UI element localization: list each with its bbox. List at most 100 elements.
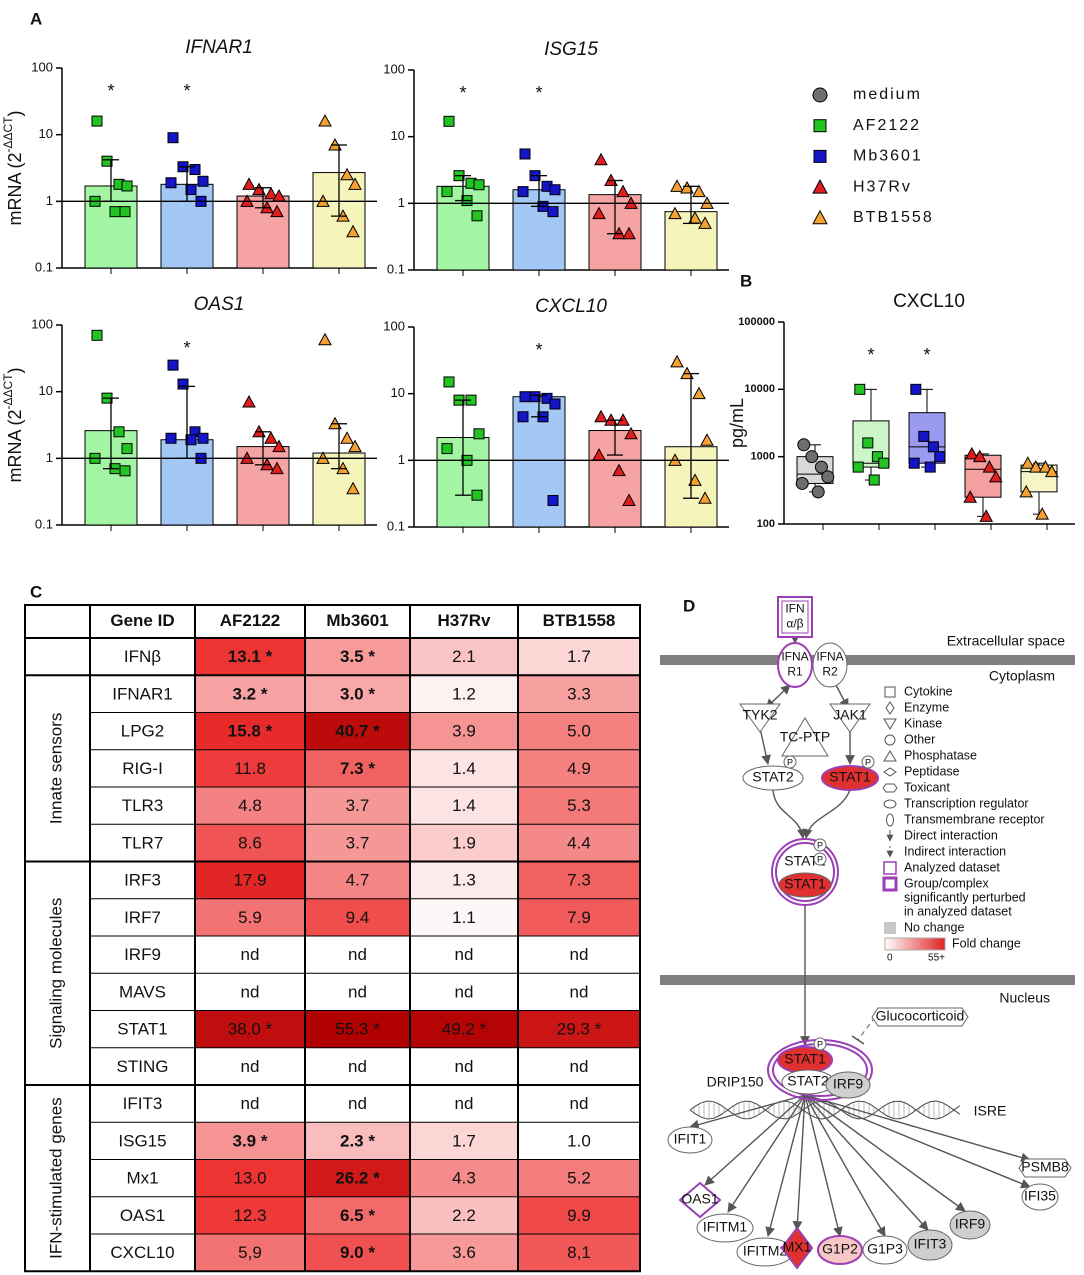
node-label: STAT1 [784, 876, 826, 892]
node-label: IRF9 [955, 1216, 986, 1232]
legend-label: Transcription regulator [904, 796, 1029, 810]
table-value: 3.9 * [233, 1131, 268, 1150]
data-point [177, 378, 189, 390]
data-point [668, 206, 682, 220]
legend-marker [812, 209, 828, 225]
table-value: 3.6 [452, 1243, 476, 1262]
legend-label: Fold change [952, 936, 1021, 950]
data-point [871, 451, 883, 463]
data-point [264, 431, 278, 444]
data-point [272, 439, 286, 453]
node-label: IFIT1 [674, 1131, 707, 1147]
data-point [1038, 460, 1053, 473]
node-label: STAT1 [829, 769, 871, 785]
data-point [348, 177, 362, 190]
legend-label: Group/complex [904, 876, 990, 890]
edge [804, 1094, 1031, 1163]
gene-id: IFNAR1 [112, 684, 172, 703]
table-header: BTB1558 [543, 611, 616, 630]
table-cell [410, 675, 518, 713]
y-tick-label: 100 [757, 518, 775, 530]
edge [804, 1094, 886, 1237]
data-point [189, 164, 201, 176]
table-value: 7.9 [567, 908, 591, 927]
table-value: 3.9 [452, 722, 476, 741]
table-header: H37Rv [438, 611, 491, 630]
phospho-label: P [865, 757, 871, 767]
table-cell [410, 712, 518, 750]
table-value: 8,1 [567, 1243, 591, 1262]
table-value: 9.0 * [340, 1243, 375, 1262]
data-point [680, 180, 694, 194]
legend-label: Enzyme [904, 700, 949, 714]
data-point [918, 430, 930, 442]
group-label: IFN-stimulated genes [46, 1097, 65, 1259]
table-cell [410, 1234, 518, 1272]
y-axis-label-sup: -ΔΔCT [1, 373, 15, 410]
table-value: 3.2 * [233, 684, 268, 703]
legend-symbol [884, 937, 946, 951]
table-value: 3.0 * [340, 684, 375, 703]
table-cell [305, 1159, 410, 1197]
data-point [692, 184, 706, 198]
significance: * [183, 81, 190, 101]
legend-symbol [884, 922, 896, 934]
data-point [119, 206, 131, 218]
legend-symbol [883, 799, 897, 809]
data-point [1019, 484, 1034, 498]
y-tick-label: 1 [398, 195, 405, 210]
edge [804, 1094, 1031, 1189]
data-point [270, 204, 284, 218]
table-cell [410, 861, 518, 899]
table-value: nd [241, 945, 260, 964]
data-point [692, 386, 706, 400]
node-label: IFIT3 [914, 1236, 947, 1252]
node-label: IFITM1 [703, 1219, 748, 1235]
table-value: 4.7 [346, 871, 370, 890]
data-point [318, 332, 332, 346]
gene-id: STING [117, 1057, 169, 1076]
data-point [624, 426, 638, 440]
data-point [197, 432, 209, 444]
phospho [783, 755, 797, 769]
data-point [805, 450, 819, 464]
table-cell [195, 675, 305, 713]
y-tick-label: 10 [391, 385, 405, 400]
node-label: PSMB8 [1021, 1159, 1069, 1175]
y-tick-label: 100 [383, 61, 405, 76]
node-label: STAT1 [784, 1051, 826, 1067]
y-axis-label: mRNA (2-ΔΔCT) [1, 367, 25, 482]
table-value: 5,9 [238, 1243, 262, 1262]
data-point [616, 184, 630, 198]
node-label: DRIP150 [707, 1074, 764, 1090]
table-value: 5.3 [567, 796, 591, 815]
node [817, 1235, 863, 1265]
table-value: 49.2 * [442, 1020, 487, 1039]
data-point [979, 509, 994, 522]
gene-id: TLR7 [122, 833, 164, 852]
edge [765, 1094, 806, 1237]
y-tick-label: 0.1 [387, 261, 405, 276]
edge [759, 727, 771, 765]
edge [704, 1094, 806, 1186]
inhibit-bar [851, 1035, 865, 1045]
data-point [443, 376, 455, 388]
data-point [854, 383, 866, 395]
table-cell [305, 936, 410, 974]
table-value: 9.9 [567, 1206, 591, 1225]
table-value: 4.3 [452, 1169, 476, 1188]
node-label: IFN [785, 602, 804, 616]
data-point [340, 167, 354, 181]
table-value: 29.3 * [557, 1020, 602, 1039]
data-point [165, 177, 177, 189]
table-cell [518, 1047, 640, 1085]
node-label: MX1 [783, 1239, 812, 1255]
data-point [700, 433, 714, 446]
chart-title: OAS1 [194, 294, 245, 315]
y-axis-label: mRNA (2-ΔΔCT) [1, 110, 25, 225]
edge [689, 1094, 806, 1130]
table-cell [518, 824, 640, 862]
data-point [242, 177, 256, 190]
table-value: 40.7 * [335, 722, 380, 741]
table-cell [305, 1047, 410, 1085]
